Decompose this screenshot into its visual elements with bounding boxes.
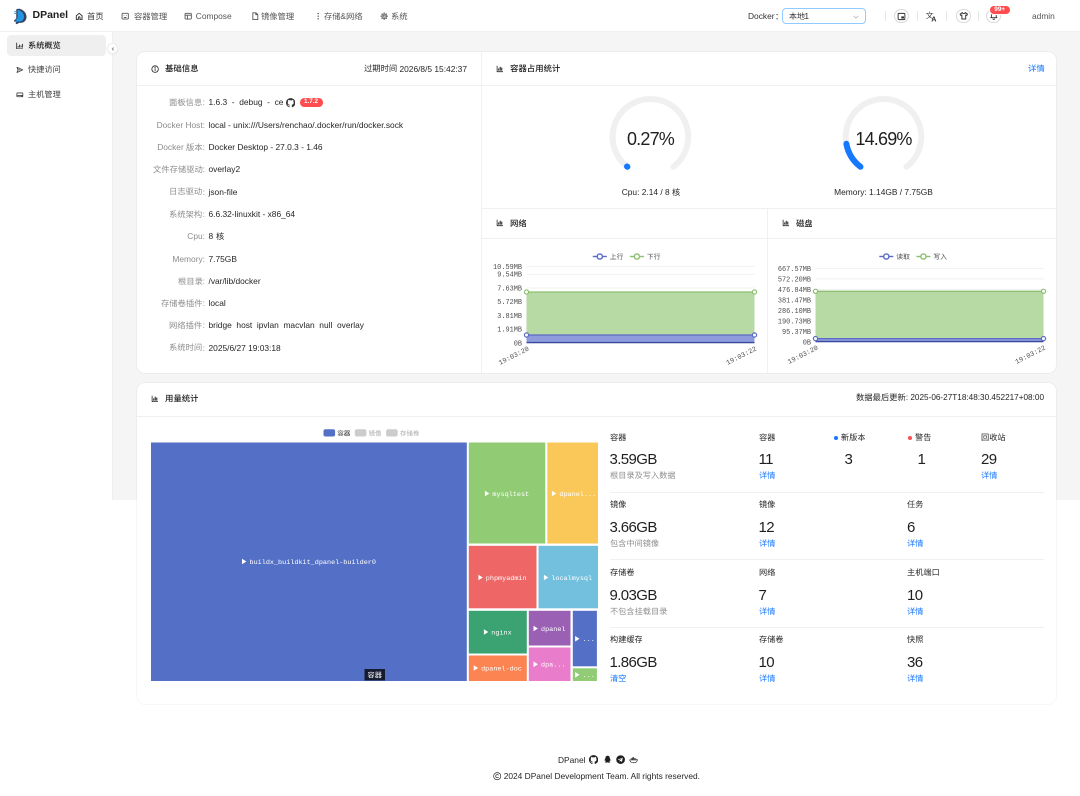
svg-text:10.59MB: 10.59MB [493,264,522,272]
svg-text:A: A [931,14,937,22]
svg-text:buildx_buildkit_dpanel-builder: buildx_buildkit_dpanel-builder0 [249,559,375,567]
svg-text:190.73MB: 190.73MB [778,318,811,326]
svg-text:19:03:22: 19:03:22 [1014,345,1047,367]
svg-text:localmysql: localmysql [551,575,592,583]
svg-text:0B: 0B [803,339,811,347]
svg-text:19:03:20: 19:03:20 [498,346,531,368]
svg-text:...: ... [582,636,594,644]
svg-text:95.37MB: 95.37MB [782,329,811,337]
svg-text:dpanel-doc: dpanel-doc [481,665,522,673]
svg-text:7.63MB: 7.63MB [497,285,522,293]
svg-text:dpanel: dpanel [541,626,565,634]
svg-text:19:03:22: 19:03:22 [725,346,758,368]
svg-text:3.81MB: 3.81MB [497,313,522,321]
svg-text:286.10MB: 286.10MB [778,308,811,316]
svg-text:0B: 0B [514,340,522,348]
svg-text:381.47MB: 381.47MB [778,297,811,305]
svg-text:667.57MB: 667.57MB [778,266,811,274]
svg-text:1.91MB: 1.91MB [497,327,522,335]
svg-text:dpanel...: dpanel... [559,491,596,499]
svg-text:dpa...: dpa... [541,662,565,670]
svg-text:476.84MB: 476.84MB [778,287,811,295]
svg-text:5.72MB: 5.72MB [497,299,522,307]
svg-text:phpmyadmin: phpmyadmin [485,575,526,583]
svg-text:nginx: nginx [491,629,511,637]
svg-text:...: ... [582,672,594,680]
svg-text:19:03:20: 19:03:20 [787,345,820,367]
svg-text:9.54MB: 9.54MB [497,272,522,280]
svg-text:mysqltest: mysqltest [492,491,529,499]
svg-text:572.20MB: 572.20MB [778,276,811,284]
